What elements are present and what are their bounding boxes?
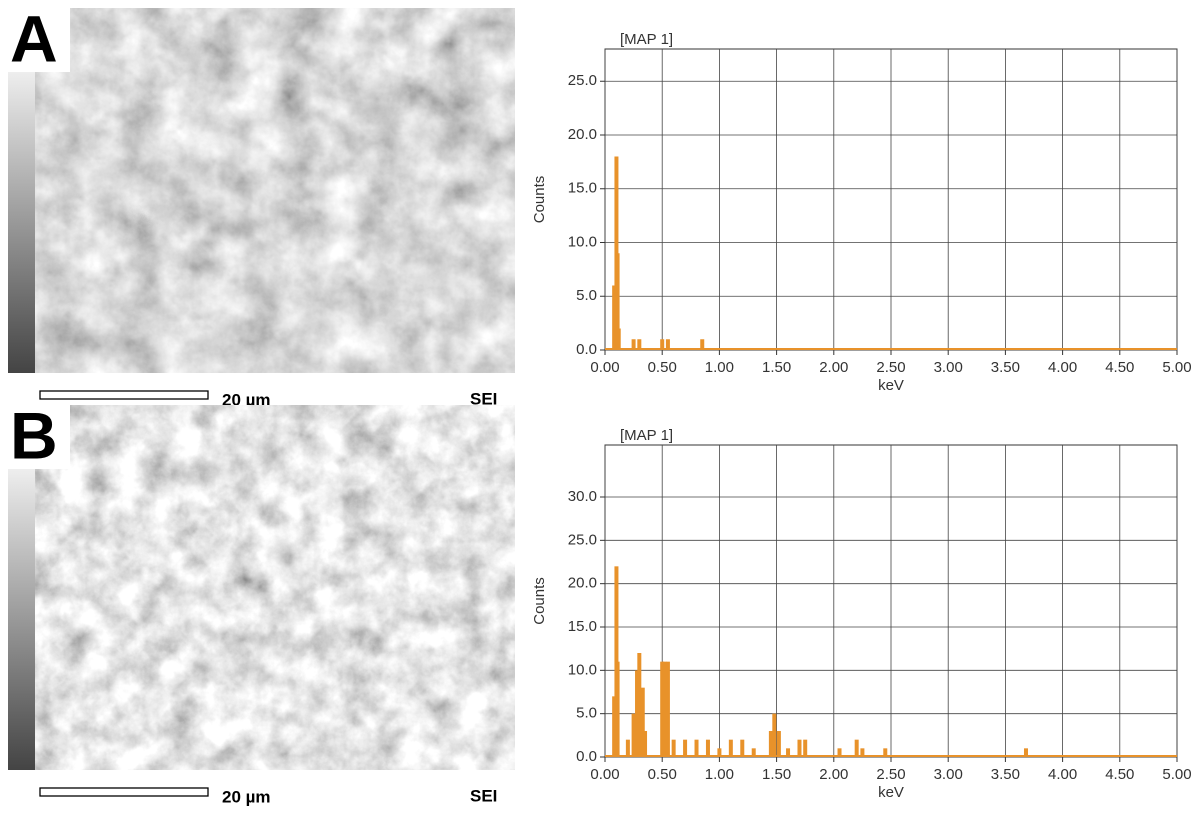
chart-title: [MAP 1] <box>620 31 673 48</box>
spectrum-bar <box>786 748 791 757</box>
y-tick-label: 15.0 <box>568 180 597 197</box>
scale-bar <box>39 787 209 797</box>
x-tick-label: 4.00 <box>1048 766 1077 783</box>
y-tick-label: 20.0 <box>568 575 597 592</box>
x-tick-label: 5.00 <box>1162 359 1191 376</box>
spectrum-bar <box>615 253 620 350</box>
x-tick-label: 0.00 <box>590 766 619 783</box>
spectrum-bar <box>660 661 665 757</box>
spectrum-bar <box>637 653 642 757</box>
x-tick-label: 1.00 <box>705 766 734 783</box>
y-tick-label: 0.0 <box>576 341 597 358</box>
x-tick-label: 4.00 <box>1048 359 1077 376</box>
sem-image <box>8 405 515 770</box>
scale-bar-label: 20 µm <box>222 390 271 409</box>
x-axis-label: keV <box>878 377 904 394</box>
y-axis-label: Counts <box>531 577 548 625</box>
y-tick-label: 25.0 <box>568 531 597 548</box>
x-tick-label: 3.00 <box>934 766 963 783</box>
spectrum-bar <box>803 739 808 757</box>
y-tick-label: 25.0 <box>568 72 597 89</box>
x-tick-label: 5.00 <box>1162 766 1191 783</box>
spectrum-bar <box>640 687 645 757</box>
spectrum-bar <box>883 748 888 757</box>
gray-scale-bar <box>8 469 35 770</box>
spectrum-bar <box>694 739 699 757</box>
x-tick-label: 2.00 <box>819 766 848 783</box>
x-tick-label: 3.00 <box>934 359 963 376</box>
x-tick-label: 4.50 <box>1105 359 1134 376</box>
y-tick-label: 10.0 <box>568 661 597 678</box>
x-tick-label: 4.50 <box>1105 766 1134 783</box>
spectrum-bar <box>631 339 636 350</box>
spectrum-bar <box>615 661 620 757</box>
spectrum-bar <box>662 661 667 757</box>
spectrum-bar <box>614 566 619 757</box>
detector-label: SEI <box>470 389 497 408</box>
scale-bar <box>39 390 209 400</box>
spectrum-bar <box>751 748 756 757</box>
spectrum-bar <box>643 731 648 757</box>
x-tick-label: 2.50 <box>876 359 905 376</box>
spectrum-bar <box>616 328 621 350</box>
spectrum-bar <box>637 339 642 350</box>
x-tick-label: 0.50 <box>648 359 677 376</box>
spectrum-bar <box>700 339 705 350</box>
scale-bar-label: 20 µm <box>222 787 271 806</box>
panel-label: B <box>10 398 58 472</box>
spectrum-bar <box>671 739 676 757</box>
x-tick-label: 0.00 <box>590 359 619 376</box>
x-tick-label: 1.50 <box>762 359 791 376</box>
panel-label: A <box>10 1 58 75</box>
spectrum-bar <box>797 739 802 757</box>
y-tick-label: 15.0 <box>568 618 597 635</box>
spectrum-bar <box>854 739 859 757</box>
sem-image <box>8 8 515 373</box>
spectrum-bar <box>768 731 773 757</box>
y-tick-label: 5.0 <box>576 287 597 304</box>
spectrum-bar <box>635 670 640 757</box>
x-tick-label: 3.50 <box>991 359 1020 376</box>
spectrum-bar <box>837 748 842 757</box>
panel-label-bg <box>8 8 70 72</box>
detector-label: SEI <box>470 786 497 805</box>
spectrum-bar <box>612 285 617 350</box>
spectrum-bar <box>660 339 665 350</box>
gray-scale-bar <box>8 72 35 373</box>
y-axis-label: Counts <box>531 176 548 224</box>
spectrum-bar <box>860 748 865 757</box>
y-tick-label: 20.0 <box>568 126 597 143</box>
y-tick-label: 30.0 <box>568 488 597 505</box>
spectrum-bar <box>1023 748 1028 757</box>
spectrum-bar <box>772 713 777 757</box>
spectrum-bar <box>665 339 670 350</box>
spectrum-bar <box>728 739 733 757</box>
y-tick-label: 5.0 <box>576 705 597 722</box>
y-tick-label: 10.0 <box>568 233 597 250</box>
spectrum-bar <box>665 661 670 757</box>
spectrum-bar <box>625 739 630 757</box>
spectrum-bar <box>717 748 722 757</box>
spectrum-bar <box>683 739 688 757</box>
panel-label-bg <box>8 405 70 469</box>
x-tick-label: 3.50 <box>991 766 1020 783</box>
spectrum-bar <box>612 696 617 757</box>
x-tick-label: 1.00 <box>705 359 734 376</box>
x-tick-label: 0.50 <box>648 766 677 783</box>
x-tick-label: 2.00 <box>819 359 848 376</box>
spectrum-bar <box>631 713 636 757</box>
spectrum-bar <box>740 739 745 757</box>
y-tick-label: 0.0 <box>576 748 597 765</box>
spectrum-bar <box>705 739 710 757</box>
chart-title: [MAP 1] <box>620 427 673 444</box>
spectrum-bar <box>776 731 781 757</box>
x-axis-label: keV <box>878 784 904 801</box>
x-tick-label: 2.50 <box>876 766 905 783</box>
x-tick-label: 1.50 <box>762 766 791 783</box>
